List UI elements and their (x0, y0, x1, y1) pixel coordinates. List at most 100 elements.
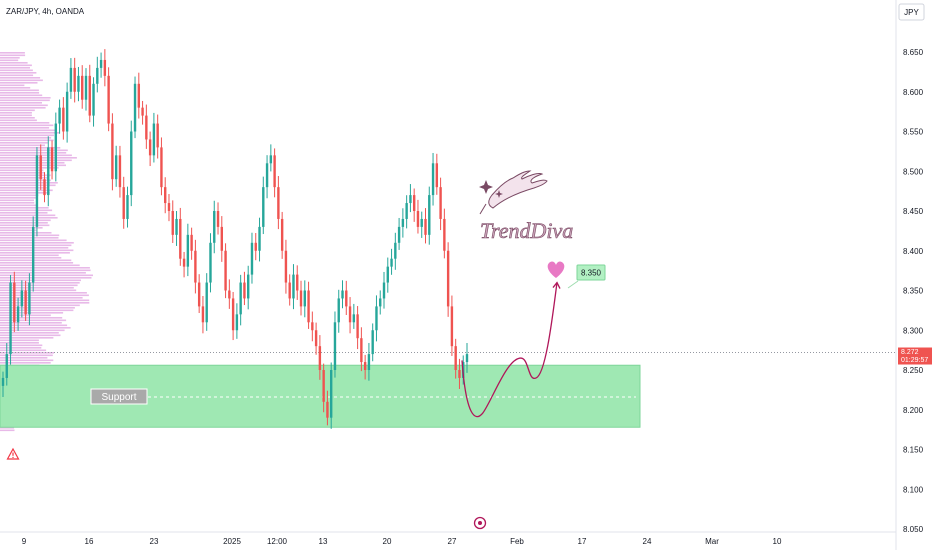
profile-bar (0, 274, 93, 277)
profile-bar (0, 62, 28, 64)
candle-body (43, 179, 46, 196)
candle-body (367, 354, 371, 370)
candle-body (277, 187, 280, 219)
price-tick-label: 8.250 (903, 366, 924, 375)
profile-bar (0, 252, 70, 254)
candle-body (458, 370, 461, 378)
profile-bar (0, 354, 53, 357)
candle-body (379, 298, 382, 307)
profile-bar (0, 259, 72, 262)
candle-body (114, 155, 118, 180)
candle-body (465, 354, 469, 363)
candle-body (62, 107, 65, 132)
svg-text:TrendDiva: TrendDiva (480, 218, 573, 243)
profile-bar (0, 184, 56, 187)
profile-bar (0, 112, 32, 114)
candle-body (243, 282, 246, 299)
time-tick-label: 24 (643, 537, 652, 546)
candle-body (439, 187, 442, 219)
candle-body (28, 282, 31, 315)
candle-body (141, 107, 144, 116)
profile-bar (0, 304, 80, 307)
candle-body (235, 314, 239, 331)
candle-body (122, 187, 125, 219)
candle-body (329, 370, 333, 418)
candle-body (375, 306, 378, 331)
candle-body (81, 75, 84, 100)
candle-body (182, 258, 186, 267)
candle-body (13, 282, 16, 323)
profile-bar (0, 302, 90, 304)
candle-body (148, 139, 152, 156)
profile-bar (0, 309, 74, 312)
candle-body (205, 282, 208, 323)
time-tick-label: 13 (319, 537, 328, 546)
candle-body (269, 155, 273, 164)
candle-body (156, 123, 159, 148)
profile-bar (0, 204, 37, 207)
profile-bar (0, 237, 59, 239)
profile-bar (0, 347, 42, 349)
candle-body (288, 282, 291, 299)
svg-text:JPY: JPY (904, 8, 919, 17)
svg-text:Support: Support (101, 392, 136, 403)
candle-body (164, 187, 167, 204)
profile-bar (0, 192, 50, 194)
profile-bar (0, 124, 54, 127)
candle-body (216, 211, 220, 227)
candle-body (428, 195, 431, 235)
profile-bar (0, 157, 77, 159)
candle-body (239, 282, 242, 315)
profile-bar (0, 92, 40, 94)
warning-icon[interactable] (6, 447, 20, 460)
candle-body (145, 115, 148, 140)
profile-bar (0, 117, 35, 119)
candle-body (54, 123, 58, 172)
profile-bar (0, 152, 67, 154)
profile-bar (0, 207, 49, 209)
profile-bar (0, 429, 15, 432)
profile-bar (0, 282, 80, 284)
candle-body (273, 155, 276, 188)
time-tick-label: Feb (510, 537, 524, 546)
profile-bar (0, 334, 61, 337)
profile-bar (0, 84, 25, 87)
candle-body (224, 250, 227, 291)
profile-bar (0, 279, 81, 282)
profile-bar (0, 269, 91, 272)
profile-bar (0, 94, 43, 97)
candle-body (326, 401, 329, 418)
profile-bar (0, 332, 59, 334)
candle-body (386, 266, 389, 283)
event-marker-icon[interactable] (473, 516, 487, 530)
profile-bar (0, 54, 26, 57)
price-axis[interactable]: 8.650 8.600 8.550 8.500 8.450 8.400 8.350 8.300… (903, 48, 924, 534)
candle-body (360, 338, 363, 363)
time-tick-label: 27 (448, 537, 457, 546)
time-tick-label: Mar (705, 537, 719, 546)
profile-bar (0, 177, 49, 179)
profile-bar (0, 162, 65, 164)
candle-body (92, 83, 95, 116)
profile-bar (0, 52, 25, 54)
candle-body (292, 274, 295, 299)
profile-bar (0, 189, 53, 192)
profile-bar (0, 227, 43, 229)
time-axis[interactable]: 9 16 23 2025 12:00 13 20 27 Feb 17 24 Mar 10 (22, 537, 782, 546)
candle-body (446, 250, 450, 307)
candle-body (258, 226, 261, 251)
candle-body (126, 195, 129, 219)
profile-bar (0, 277, 92, 279)
profile-bar (0, 357, 48, 359)
profile-bar (0, 329, 65, 332)
profile-bar (0, 324, 68, 327)
candle-body (250, 242, 254, 275)
profile-bar (0, 262, 74, 264)
profile-bar (0, 129, 57, 132)
candle-body (160, 147, 163, 188)
profile-bar (0, 224, 50, 227)
candle-body (103, 59, 107, 76)
profile-bar (0, 222, 48, 224)
currency-button[interactable]: JPY (898, 3, 925, 21)
